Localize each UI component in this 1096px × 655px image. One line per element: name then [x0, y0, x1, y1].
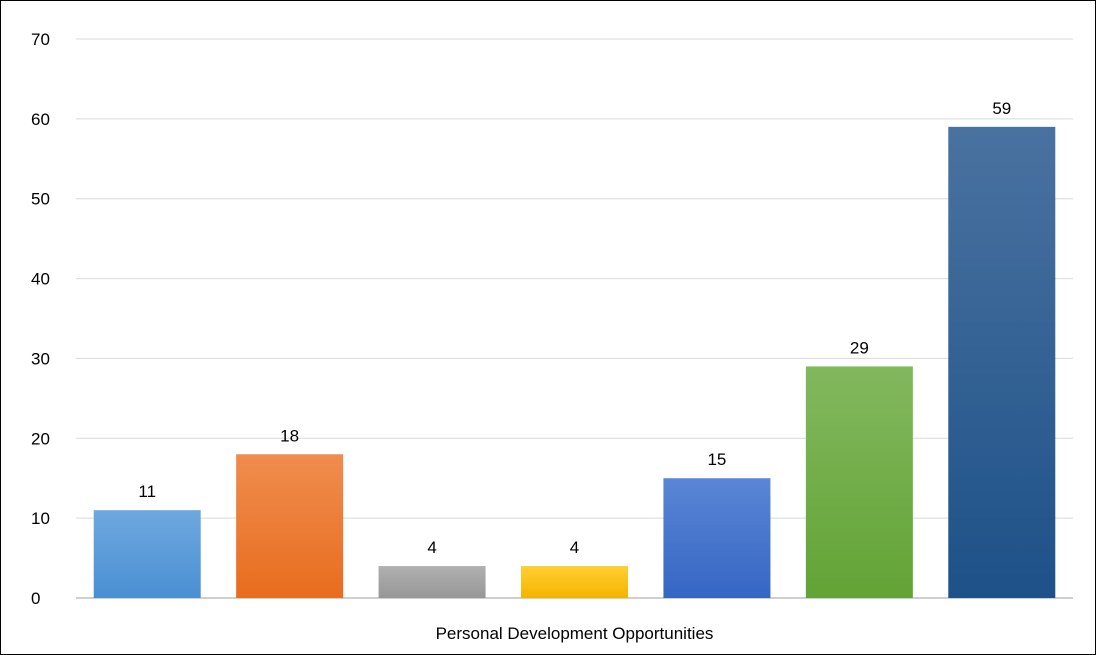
- y-tick-label: 70: [31, 30, 50, 49]
- bar-value-label: 15: [707, 450, 726, 469]
- bar: [663, 478, 771, 598]
- y-tick-label: 60: [31, 110, 50, 129]
- y-tick-label: 10: [31, 509, 50, 528]
- gridlines: [76, 38, 1073, 599]
- bars: [93, 126, 1056, 598]
- data-labels: 11 18 4 4 15 29 59: [138, 99, 1011, 557]
- x-axis-category-label: Personal Development Opportunities: [436, 624, 714, 643]
- bar: [805, 366, 913, 598]
- y-tick-label: 50: [31, 190, 50, 209]
- bar: [948, 126, 1056, 598]
- bar: [378, 566, 486, 598]
- y-tick-label: 40: [31, 270, 50, 289]
- bar: [236, 454, 344, 598]
- bar: [93, 510, 201, 598]
- bar-value-label: 59: [992, 99, 1011, 118]
- y-tick-label: 0: [31, 589, 40, 608]
- bar-value-label: 4: [427, 538, 436, 557]
- bar-value-label: 4: [570, 538, 579, 557]
- y-axis-tick-labels: 0 10 20 30 40 50 60 70: [31, 30, 50, 608]
- bar-value-label: 11: [138, 482, 156, 501]
- bar: [521, 566, 628, 598]
- bar-value-label: 29: [850, 338, 869, 357]
- y-tick-label: 20: [31, 429, 50, 448]
- y-tick-label: 30: [31, 349, 50, 368]
- bar-value-label: 18: [280, 426, 299, 445]
